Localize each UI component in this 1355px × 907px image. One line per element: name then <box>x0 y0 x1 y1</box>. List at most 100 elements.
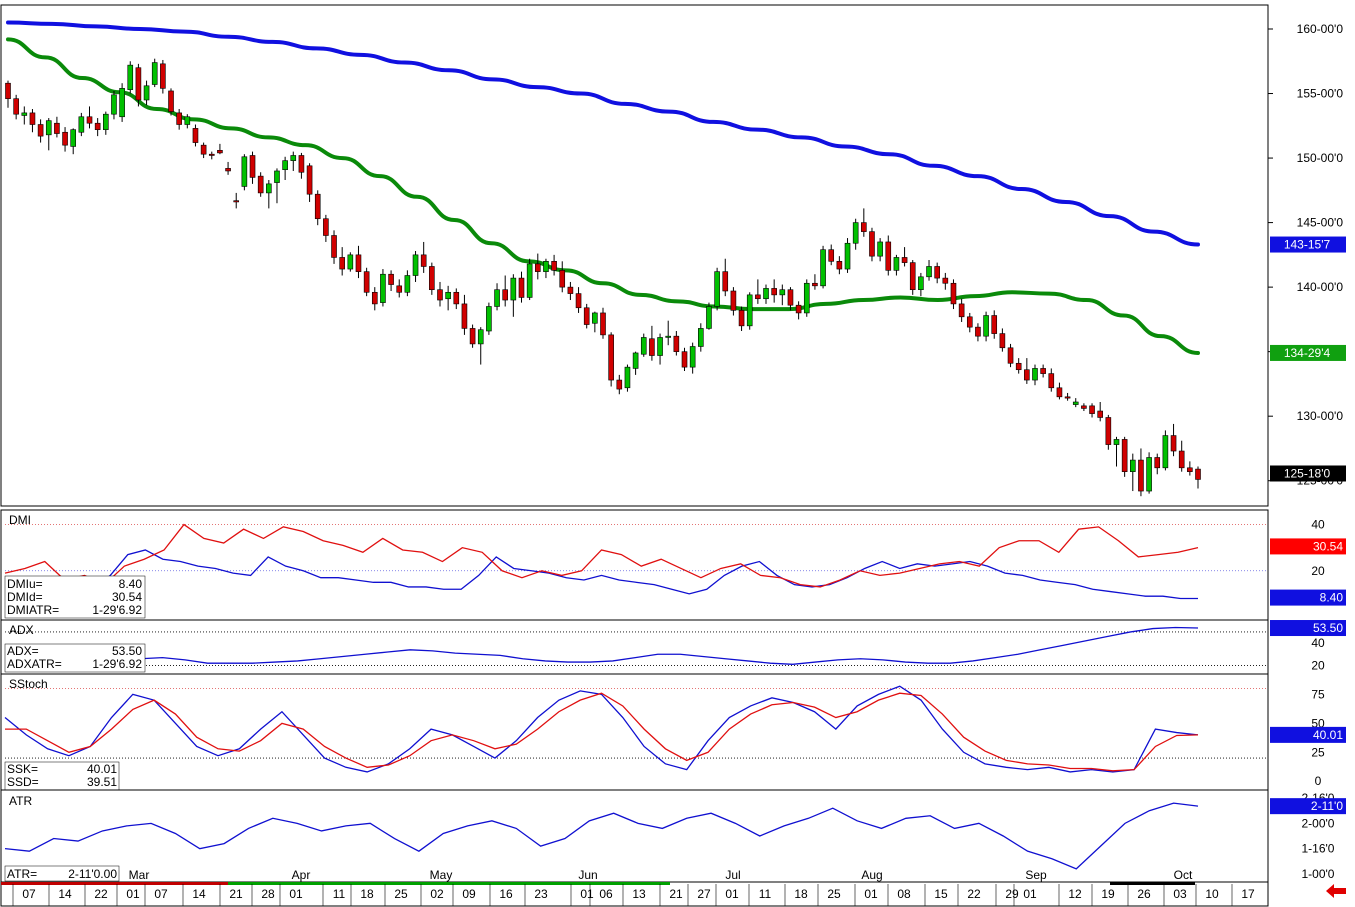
candle-body <box>1121 439 1128 472</box>
candle-body <box>583 307 590 325</box>
candle-body <box>526 263 533 298</box>
time-axis-month-label: Aug <box>861 868 882 882</box>
dmi-readout-dmiatr-label: DMIATR= <box>7 603 59 617</box>
candle-body <box>355 254 362 272</box>
panel-tick-label: 2-00'0 <box>1302 816 1335 830</box>
moving-average-short-line <box>6 37 1200 355</box>
candle-body <box>828 249 835 262</box>
candle-body <box>934 266 940 279</box>
candle-body <box>437 289 443 301</box>
candle-body <box>143 85 150 101</box>
panel-tick-label: 1-16'0 <box>1302 842 1335 856</box>
candle-body <box>852 222 859 244</box>
panel-tick-label: 50 <box>1311 716 1325 730</box>
candle-body <box>632 352 639 369</box>
stochastic-readout-ssk-value: 40.01 <box>87 762 117 776</box>
candle-body <box>877 241 883 257</box>
time-axis-day-label: 25 <box>827 887 841 901</box>
candle-body <box>534 263 541 272</box>
time-axis-month-label: Mar <box>129 868 150 882</box>
candle-body <box>763 288 769 300</box>
candle-body <box>1024 369 1030 381</box>
stochastic-readout-ssd-value: 39.51 <box>87 775 117 789</box>
candle-body <box>1162 435 1169 469</box>
panel-tick-label: 40 <box>1311 518 1325 532</box>
candle-body <box>314 193 321 220</box>
candle-body <box>13 98 19 115</box>
candle-body <box>730 290 737 311</box>
time-axis-day-label: 21 <box>669 887 683 901</box>
time-axis-day-label: 25 <box>394 887 408 901</box>
series-line-dmiu <box>4 549 1198 600</box>
candle-body <box>339 257 345 270</box>
time-axis-day-label: 10 <box>1205 887 1219 901</box>
candle-body <box>371 291 378 305</box>
candle-body <box>543 261 549 272</box>
candle-body <box>151 62 158 85</box>
candle-body <box>1146 457 1152 492</box>
scroll-left-arrow-icon[interactable] <box>1326 884 1346 898</box>
candle-body <box>45 120 52 136</box>
ma-long-last-label: 143-15'7 <box>1284 238 1331 252</box>
candle-body <box>665 335 672 338</box>
candle-body <box>836 261 843 270</box>
candle-body <box>461 303 468 329</box>
candle-body <box>909 262 916 291</box>
candle-body <box>502 289 508 301</box>
time-axis-month-label: Oct <box>1174 868 1193 882</box>
candle-body <box>176 112 182 125</box>
candle-body <box>298 155 305 173</box>
candle-body <box>649 338 655 356</box>
candle-body <box>551 261 557 271</box>
candle-body <box>950 282 957 305</box>
candle-body <box>1170 435 1177 452</box>
candle-body <box>518 277 525 298</box>
candle-body <box>62 131 68 146</box>
candle-body <box>1007 347 1014 364</box>
time-axis-day-label: 01 <box>289 887 303 901</box>
candle-body <box>233 200 240 203</box>
time-axis-day-label: 22 <box>94 887 108 901</box>
time-axis-day-label: 01 <box>864 887 878 901</box>
ma-short-curve <box>6 37 1200 355</box>
candle-body <box>119 88 125 118</box>
candle-body <box>1105 417 1112 445</box>
candle-body <box>94 122 101 130</box>
candle-body <box>771 288 777 296</box>
candle-body <box>420 254 427 267</box>
candle-body <box>486 306 492 332</box>
candle-body <box>208 153 215 156</box>
time-axis-day-label: 02 <box>430 887 444 901</box>
candle-body <box>103 113 109 130</box>
time-axis-day-label: 09 <box>462 887 476 901</box>
time-axis-month-label: Apr <box>292 868 311 882</box>
time-axis-day-label: 27 <box>697 887 711 901</box>
last-price-label: 125-18'0 <box>1284 466 1331 480</box>
candle-body <box>323 218 329 236</box>
price-tick-label: 150-00'0 <box>1297 151 1344 165</box>
candle-body <box>966 316 973 328</box>
panel-tick-label: 75 <box>1311 687 1325 701</box>
time-axis-day-label: 14 <box>58 887 72 901</box>
series-line-ssk <box>4 685 1199 773</box>
candle-body <box>1064 396 1071 399</box>
candle-body <box>21 112 28 116</box>
series-line-atr <box>4 802 1199 870</box>
adx-panel: 40 20 <box>0 619 1325 675</box>
candle-body <box>249 155 256 178</box>
time-axis-month-label: Jul <box>725 868 740 882</box>
candle-body <box>983 315 989 337</box>
time-axis-day-label: 11 <box>333 887 346 901</box>
candle-body <box>885 241 892 271</box>
candle-body <box>861 222 867 232</box>
candle-body <box>893 257 900 271</box>
candle-body <box>1056 387 1063 398</box>
panel-tick-label: 1-00'0 <box>1302 867 1335 881</box>
candle-body <box>869 231 875 257</box>
time-axis: Mar Apr May Jun Jul Aug Sep Oct 07 14 22 01 07 14 21 28… <box>0 868 1269 907</box>
adx-readout-adxatr-label: ADXATR= <box>7 657 62 671</box>
atr-last-label: 2-11'0 <box>1311 799 1343 813</box>
candle-body <box>412 254 419 276</box>
candle-body <box>698 328 704 347</box>
